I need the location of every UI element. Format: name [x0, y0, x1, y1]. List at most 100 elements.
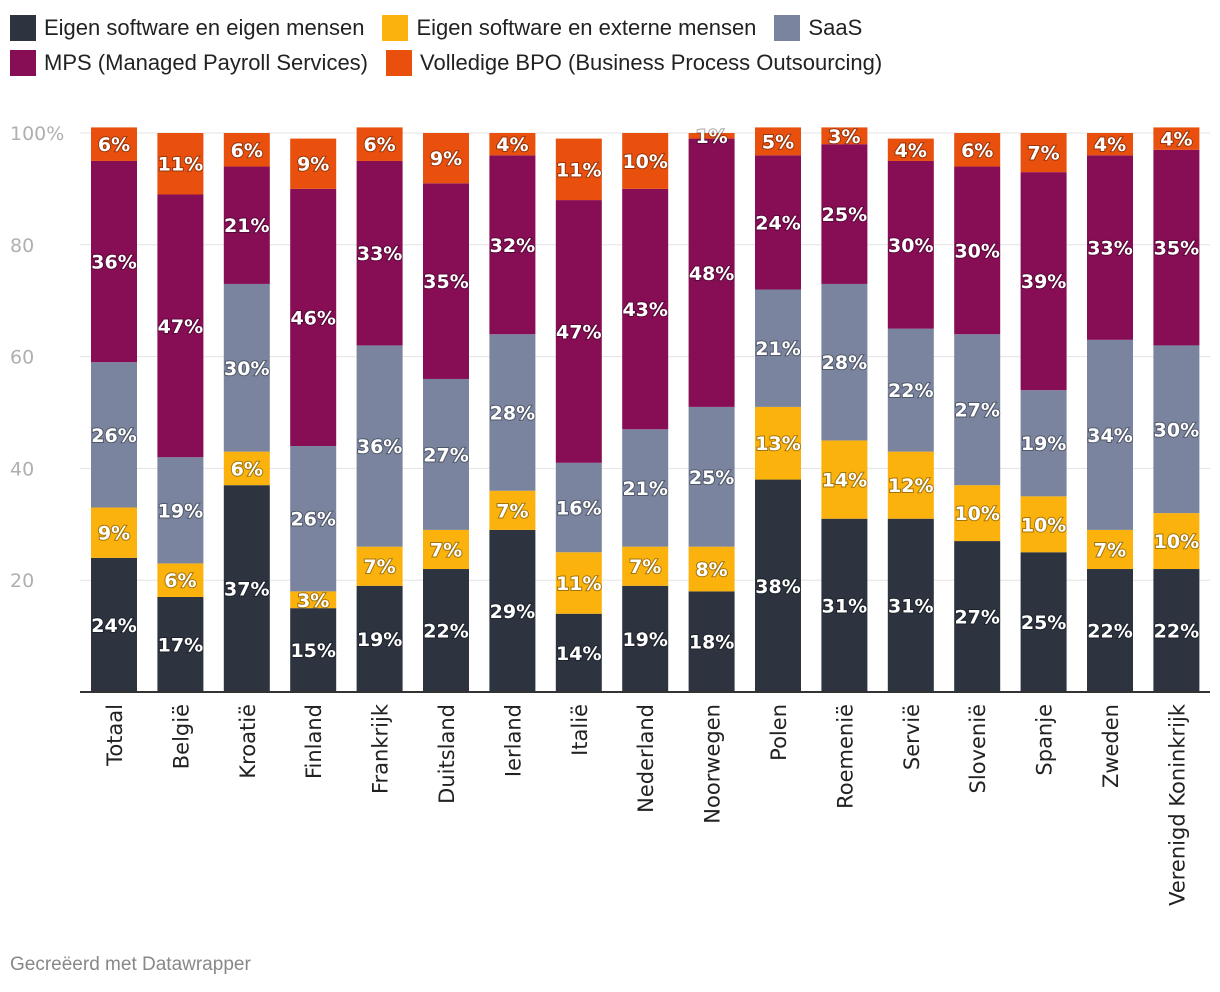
bar-segment [821, 518, 868, 692]
x-category-label: Duitsland [435, 704, 459, 804]
data-label: 24% [755, 212, 800, 234]
legend-swatch [10, 50, 36, 76]
data-label: 22% [888, 380, 933, 402]
bar-segment [91, 127, 137, 161]
bar-segment [954, 541, 1001, 692]
bar-segment [555, 552, 602, 614]
bar-segment [887, 138, 934, 161]
x-category-label: Frankrijk [369, 703, 393, 794]
bar-segment [1087, 339, 1133, 530]
bar-segment [356, 127, 403, 161]
bar-segment [555, 138, 602, 201]
data-label: 6% [231, 458, 263, 480]
data-label: 4% [1094, 134, 1126, 156]
data-label: 30% [954, 240, 999, 262]
data-label: 37% [224, 579, 269, 601]
bar-segment [1020, 172, 1067, 391]
bar-segment [356, 546, 403, 586]
data-label: 22% [1087, 621, 1132, 643]
data-label: 22% [1154, 621, 1199, 643]
y-tick-label: 80 [10, 235, 34, 257]
data-label: 7% [1027, 143, 1059, 165]
data-label: 12% [888, 475, 933, 497]
bar-segment [954, 334, 1001, 486]
bar-segment [755, 127, 801, 156]
data-label: 25% [689, 467, 734, 489]
data-label: 17% [158, 634, 203, 656]
bar-segment [290, 446, 337, 592]
bar-segment [755, 406, 801, 480]
bar-segment [1087, 569, 1133, 692]
data-label: 35% [1154, 238, 1199, 260]
data-label: 21% [622, 478, 667, 500]
data-label: 7% [430, 539, 462, 561]
bar-segment [489, 490, 536, 530]
bar-segment [622, 546, 669, 586]
bar-segment [223, 283, 270, 452]
bar-segment [91, 557, 137, 692]
data-label: 24% [91, 615, 136, 637]
data-label: 22% [423, 621, 468, 643]
bar-segment [223, 451, 270, 486]
legend-label: Eigen software en eigen mensen [44, 15, 365, 40]
data-label: 31% [822, 595, 867, 617]
footer-credit: Gecreëerd met Datawrapper [10, 954, 251, 975]
data-label: 47% [158, 316, 203, 338]
bar-segment [223, 166, 270, 284]
bar-segment [555, 613, 602, 692]
bar-segment [1153, 345, 1200, 514]
data-label: 26% [91, 425, 136, 447]
bar-segment [356, 345, 403, 547]
data-label: 4% [496, 134, 528, 156]
bar-segment [688, 406, 735, 547]
bar-segment [290, 138, 337, 189]
bar-segment [622, 429, 669, 547]
bar-segment [954, 133, 1001, 167]
bar-segment [91, 160, 137, 363]
bar-segment [887, 518, 934, 692]
data-label: 27% [423, 444, 468, 466]
bar-segment [157, 457, 204, 564]
legend-item-2: SaaS [774, 10, 862, 45]
bar-segment [688, 591, 735, 692]
data-label: 27% [954, 607, 999, 629]
bar-segment [688, 546, 735, 592]
data-label: 19% [158, 500, 203, 522]
data-label: 47% [556, 321, 601, 343]
bar-segment [622, 585, 669, 692]
data-label: 25% [1021, 612, 1066, 634]
bar-segment [1020, 133, 1067, 173]
data-label: 6% [231, 140, 263, 162]
bar-segment [887, 328, 934, 452]
bar-segment [887, 160, 934, 329]
bar-segment [489, 529, 536, 692]
bar-segment [489, 334, 536, 491]
y-tick-label: 40 [10, 458, 34, 480]
data-label: 10% [954, 503, 999, 525]
data-label: 19% [622, 629, 667, 651]
bar-segment [157, 596, 204, 692]
bar-segment [555, 462, 602, 553]
bar-segment [821, 440, 868, 519]
legend-label: Volledige BPO (Business Process Outsourc… [420, 50, 883, 75]
bar-segment [688, 138, 735, 407]
data-label: 6% [98, 134, 130, 156]
data-label: 29% [490, 601, 535, 623]
y-tick-label: 60 [10, 347, 34, 369]
data-label: 31% [888, 595, 933, 617]
data-label: 38% [755, 576, 800, 598]
data-label: 34% [1087, 425, 1132, 447]
data-label: 36% [91, 252, 136, 274]
data-label: 6% [961, 140, 993, 162]
data-label: 14% [822, 470, 867, 492]
x-category-label: Totaal [103, 704, 127, 767]
data-label: 9% [297, 154, 329, 176]
x-category-label: Servië [900, 704, 924, 770]
bar-segment [622, 188, 669, 430]
data-label: 19% [357, 629, 402, 651]
legend-item-1: Eigen software en externe mensen [382, 10, 756, 45]
data-label: 35% [423, 271, 468, 293]
x-category-label: Ierland [501, 704, 525, 777]
bar-segment [1020, 552, 1067, 692]
x-category-label: Verenigd Koninkrijk [1165, 703, 1189, 906]
